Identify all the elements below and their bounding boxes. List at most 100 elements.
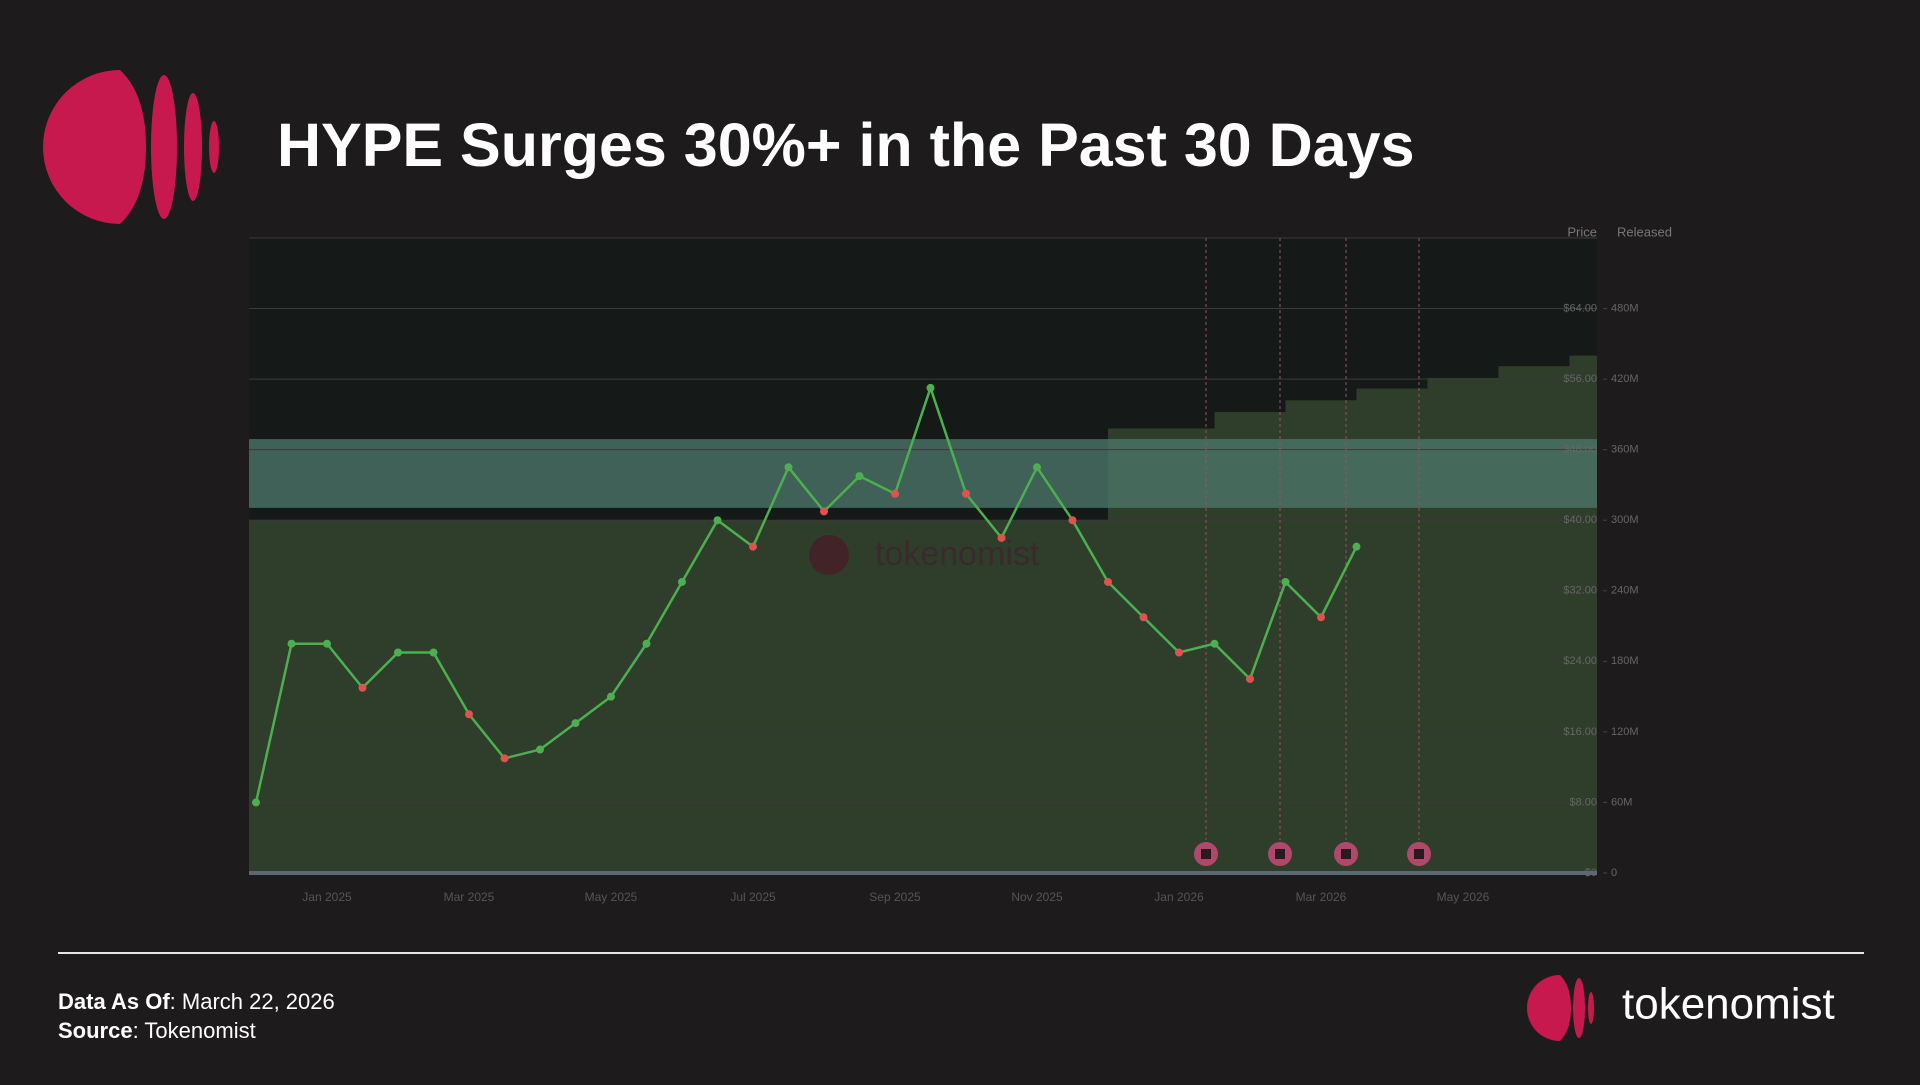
released-step xyxy=(966,520,1002,873)
brand: tokenomist xyxy=(1622,980,1835,1029)
y-tick-label: $32.00 xyxy=(1563,585,1597,597)
as-of: Data As Of: March 22, 2026 xyxy=(58,989,335,1014)
released-step xyxy=(824,520,860,873)
price-point xyxy=(323,639,331,648)
y2-tick-label: 420M xyxy=(1611,373,1639,385)
price-point xyxy=(571,719,580,728)
as-of-label: Data As Of xyxy=(58,989,170,1014)
released-step xyxy=(327,520,363,873)
released-step xyxy=(1072,520,1108,873)
x-tick-label: May 2026 xyxy=(1437,890,1490,904)
y-tick-label: $8.00 xyxy=(1569,796,1597,808)
price-point xyxy=(1068,516,1077,525)
brand-logo xyxy=(1527,975,1594,1041)
y2-tick-label: 360M xyxy=(1611,444,1639,456)
x-tick-label: Mar 2025 xyxy=(444,890,495,904)
price-point xyxy=(678,577,686,586)
y2-tick-label: 300M xyxy=(1611,514,1639,526)
y-tick-label: $16.00 xyxy=(1563,726,1597,738)
price-point xyxy=(926,383,935,392)
y-tick-label: $56.00 xyxy=(1563,373,1597,385)
released-step xyxy=(611,520,647,873)
price-line xyxy=(254,384,1358,803)
price-point xyxy=(607,692,615,701)
price-point xyxy=(465,710,473,719)
price-point xyxy=(820,507,828,516)
source-name: : Tokenomist xyxy=(133,1018,256,1043)
price-point xyxy=(429,648,438,657)
price-point xyxy=(1175,648,1183,657)
y2-tick-label: 480M xyxy=(1611,302,1639,314)
y-tick-label: $64.00 xyxy=(1563,302,1597,314)
released-step xyxy=(1001,520,1037,873)
unlock-icon-inner xyxy=(1201,849,1211,859)
y-axis-title: Price xyxy=(1567,224,1597,239)
released-step xyxy=(753,520,789,873)
released-step xyxy=(540,520,576,873)
price-point xyxy=(1104,577,1112,586)
x-tick-label: Mar 2026 xyxy=(1296,890,1347,904)
price-point xyxy=(855,472,864,481)
source-label: Source xyxy=(58,1018,133,1043)
x-tick-label: Jan 2025 xyxy=(302,890,352,904)
y-tick-label: $24.00 xyxy=(1563,655,1597,667)
price-point xyxy=(642,639,651,648)
x-tick-label: Nov 2025 xyxy=(1011,890,1063,904)
y-tick-label: $48.00 xyxy=(1563,444,1597,456)
watermark-icon xyxy=(809,535,849,575)
released-step xyxy=(717,520,753,873)
price-point xyxy=(1210,639,1219,648)
released-step xyxy=(504,520,540,873)
y2-tick-label: 60M xyxy=(1611,796,1632,808)
price-point xyxy=(891,489,899,498)
price-point xyxy=(1139,613,1148,622)
released-step xyxy=(249,520,292,873)
released-step xyxy=(1037,520,1073,873)
plot: $0 $8.00 $16.00 $24.00 $32.00 $40.00 $48.00 $56… xyxy=(249,224,1672,904)
source: Source: Tokenomist xyxy=(58,1018,256,1043)
y2-axis-title: Released xyxy=(1617,224,1672,239)
released-step xyxy=(859,520,895,873)
price-point xyxy=(1281,577,1290,586)
unlock-icon-inner xyxy=(1275,849,1285,859)
x-tick-label: May 2025 xyxy=(585,890,638,904)
released-step xyxy=(930,520,966,873)
released-step xyxy=(362,520,398,873)
y-tick-label: $40.00 xyxy=(1563,514,1597,526)
price-point xyxy=(1317,613,1325,622)
price-point xyxy=(784,463,793,472)
price-point xyxy=(713,516,722,525)
unlock-icon-inner xyxy=(1341,849,1351,859)
price-point xyxy=(252,798,260,807)
price-point xyxy=(500,754,509,763)
released-step xyxy=(788,520,824,873)
price-point xyxy=(1033,463,1041,472)
released-step xyxy=(682,520,718,873)
chart-title: HYPE Surges 30%+ in the Past 30 Days xyxy=(277,111,1415,179)
price-point xyxy=(394,648,402,657)
y2-tick-label: 120M xyxy=(1611,726,1639,738)
released-step xyxy=(646,520,682,873)
watermark: tokenomist xyxy=(875,535,1040,573)
price-point xyxy=(287,639,296,648)
price-point xyxy=(749,542,757,551)
price-point xyxy=(358,683,367,692)
logo xyxy=(43,70,219,224)
price-point xyxy=(1352,542,1361,551)
released-step xyxy=(433,520,469,873)
x-tick-label: Jan 2026 xyxy=(1154,890,1204,904)
price-point xyxy=(997,533,1006,542)
released-step xyxy=(575,520,611,873)
y2-tick-label: 240M xyxy=(1611,585,1639,597)
x-tick-label: Sep 2025 xyxy=(869,890,921,904)
price-point xyxy=(1246,674,1254,683)
released-step xyxy=(895,520,931,873)
as-of-date: : March 22, 2026 xyxy=(170,989,335,1014)
highlight-band xyxy=(249,439,1597,508)
x-tick-label: Jul 2025 xyxy=(730,890,776,904)
released-step xyxy=(291,520,327,873)
unlock-icon-inner xyxy=(1414,849,1424,859)
y2-tick-label: 0 xyxy=(1611,867,1617,879)
